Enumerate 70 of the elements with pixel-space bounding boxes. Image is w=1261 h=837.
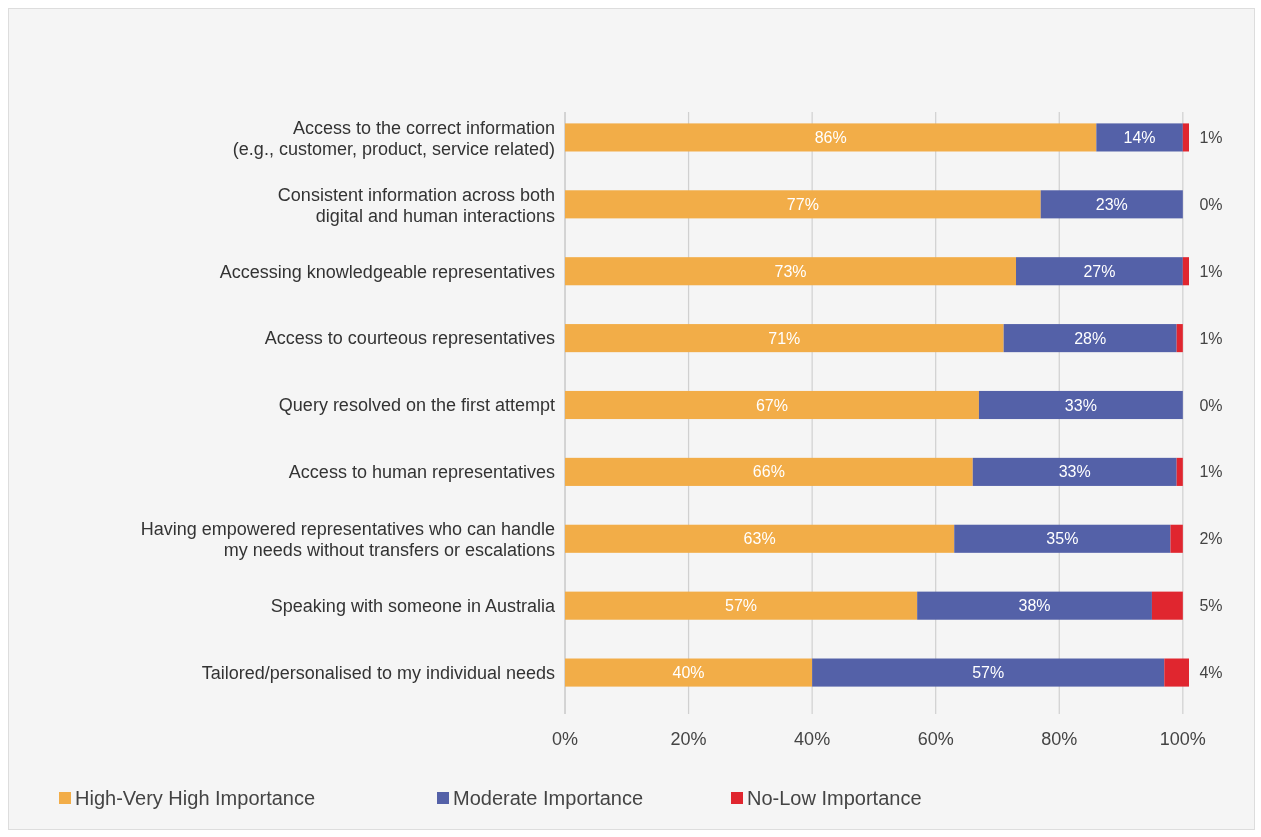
legend-label: No-Low Importance	[747, 787, 922, 809]
bar	[1096, 123, 1183, 152]
bar	[565, 324, 1004, 353]
data-label: 28%	[1074, 329, 1107, 347]
data-label: 66%	[752, 463, 785, 481]
bar	[565, 591, 918, 620]
bar	[978, 390, 1183, 420]
bar	[565, 190, 1041, 219]
data-label: 33%	[1064, 396, 1097, 414]
data-label: 5%	[1199, 597, 1223, 615]
data-label: 4%	[1199, 664, 1223, 682]
data-label: 1%	[1199, 262, 1223, 280]
data-label: 33%	[1058, 463, 1091, 481]
data-label: 1%	[1199, 329, 1223, 347]
bar	[1176, 324, 1183, 353]
bar	[917, 591, 1152, 620]
bar	[972, 457, 1177, 486]
data-label: 0%	[1199, 396, 1223, 414]
data-label: 77%	[786, 195, 819, 213]
bar	[1164, 658, 1189, 687]
x-tick-label: 0%	[551, 729, 579, 750]
x-tick-label: 60%	[917, 729, 954, 750]
bar	[1182, 123, 1189, 152]
data-label: 57%	[725, 597, 758, 615]
bar	[1170, 524, 1183, 553]
y-tick-label: Access to courteous representatives	[264, 328, 555, 349]
data-label: 35%	[1046, 530, 1079, 548]
y-tick-label: Access to human representatives	[288, 462, 555, 483]
bar	[1040, 190, 1183, 219]
data-label: 1%	[1199, 463, 1223, 481]
bar	[565, 390, 979, 420]
y-tick-label: Tailored/personalised to my individual needs	[201, 662, 555, 683]
data-label: 27%	[1083, 262, 1116, 280]
y-tick-label: Query resolved on the first attempt	[278, 395, 555, 416]
bar	[565, 457, 973, 486]
y-tick-label: Speaking with someone in Australia	[270, 595, 556, 616]
x-tick-label: 100%	[1159, 729, 1206, 750]
bar	[1182, 257, 1189, 286]
data-label: 40%	[672, 664, 705, 682]
data-label: 67%	[755, 396, 788, 414]
bar	[565, 524, 955, 553]
data-label: 0%	[1199, 195, 1223, 213]
bar	[1003, 324, 1177, 353]
data-label: 57%	[972, 664, 1005, 682]
data-label: 86%	[814, 129, 847, 147]
legend-label: High-Very High Importance	[75, 787, 316, 809]
y-tick-label: Access to the correct information (e.g., customer, product, service related)	[232, 117, 555, 159]
bar	[954, 524, 1171, 553]
bar	[565, 257, 1017, 286]
legend-label: Moderate Importance	[453, 787, 644, 809]
y-tick-label: Having empowered representatives who can handle my needs without transfers or escalations	[140, 519, 555, 561]
data-label: 63%	[743, 530, 776, 548]
data-label: 2%	[1199, 530, 1223, 548]
x-tick-label: 80%	[1041, 729, 1078, 750]
y-tick-label: Accessing knowledgeable representatives	[219, 261, 555, 282]
data-label: 71%	[768, 329, 801, 347]
bar	[812, 658, 1165, 687]
bar	[1176, 457, 1183, 486]
x-tick-label: 20%	[670, 729, 707, 750]
data-label: 73%	[774, 262, 807, 280]
bar	[565, 123, 1097, 152]
data-label: 23%	[1095, 195, 1128, 213]
bar	[1016, 257, 1183, 286]
data-label: 38%	[1018, 597, 1051, 615]
y-tick-label: Consistent information across both digital and human interactions	[277, 184, 555, 226]
bar	[1151, 591, 1183, 620]
bar	[565, 658, 813, 687]
x-tick-label: 40%	[794, 729, 831, 750]
data-label: 14%	[1123, 129, 1156, 147]
data-label: 1%	[1199, 129, 1223, 147]
